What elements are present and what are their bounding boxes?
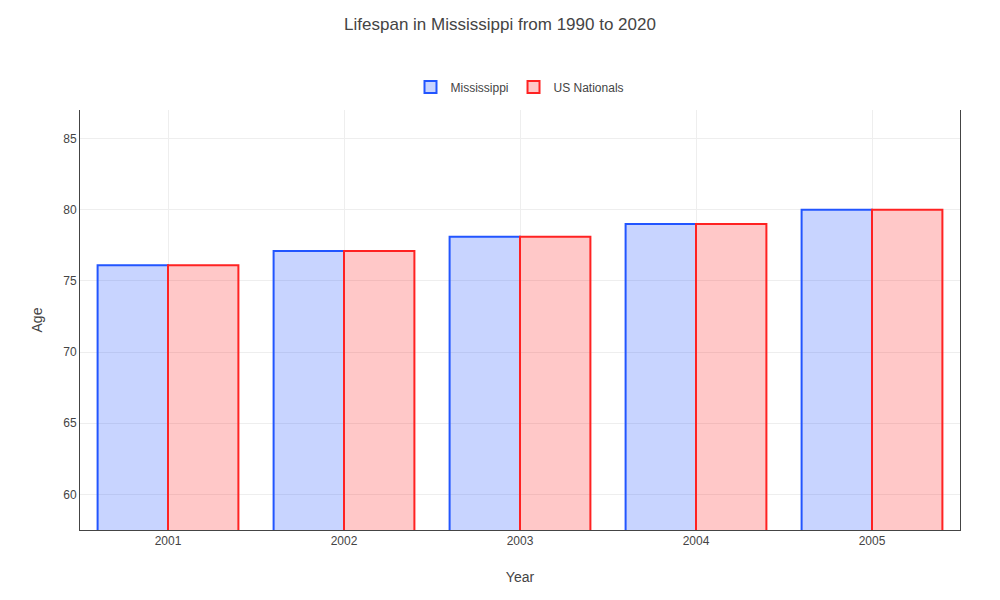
- svg-text:70: 70: [63, 345, 77, 359]
- svg-text:2004: 2004: [683, 534, 710, 548]
- svg-text:2002: 2002: [331, 534, 358, 548]
- svg-text:75: 75: [63, 274, 77, 288]
- svg-text:2001: 2001: [155, 534, 182, 548]
- svg-text:2003: 2003: [507, 534, 534, 548]
- svg-text:US Nationals: US Nationals: [554, 81, 624, 95]
- svg-text:Lifespan in Mississippi from 1: Lifespan in Mississippi from 1990 to 202…: [344, 15, 656, 34]
- svg-text:80: 80: [63, 203, 77, 217]
- svg-text:60: 60: [63, 488, 77, 502]
- svg-text:2005: 2005: [859, 534, 886, 548]
- svg-text:Mississippi: Mississippi: [451, 81, 509, 95]
- svg-text:65: 65: [63, 416, 77, 430]
- svg-text:Age: Age: [29, 307, 45, 332]
- svg-text:85: 85: [63, 132, 77, 146]
- svg-text:Year: Year: [506, 569, 535, 585]
